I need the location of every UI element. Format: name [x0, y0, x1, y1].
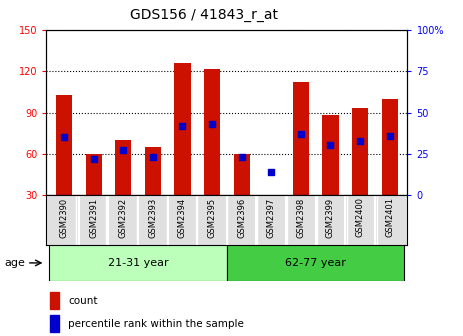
Text: GSM2392: GSM2392 — [119, 198, 128, 238]
Bar — [145, 147, 161, 195]
Point — [208, 121, 216, 127]
Bar — [227, 245, 405, 281]
Text: GSM2399: GSM2399 — [326, 198, 335, 238]
Text: GSM2401: GSM2401 — [385, 198, 394, 238]
Bar — [50, 315, 59, 332]
Point — [179, 123, 186, 128]
Point — [238, 154, 245, 160]
Point — [386, 133, 394, 138]
Text: age: age — [5, 258, 25, 268]
Point — [60, 135, 68, 140]
Point — [119, 148, 127, 153]
Point — [297, 131, 305, 137]
Text: GSM2396: GSM2396 — [237, 198, 246, 238]
Text: percentile rank within the sample: percentile rank within the sample — [68, 319, 244, 329]
Text: GSM2390: GSM2390 — [60, 198, 69, 238]
Bar — [50, 292, 59, 309]
Bar — [86, 154, 102, 195]
Text: 21-31 year: 21-31 year — [108, 258, 169, 268]
Text: 62-77 year: 62-77 year — [285, 258, 346, 268]
Text: GSM2395: GSM2395 — [207, 198, 217, 238]
Bar — [204, 69, 220, 195]
Bar — [352, 109, 368, 195]
Point — [357, 138, 364, 143]
Text: GSM2393: GSM2393 — [148, 198, 157, 238]
Bar — [293, 82, 309, 195]
Text: GDS156 / 41843_r_at: GDS156 / 41843_r_at — [130, 8, 278, 23]
Text: GSM2400: GSM2400 — [356, 198, 364, 238]
Text: GSM2394: GSM2394 — [178, 198, 187, 238]
Bar — [56, 95, 72, 195]
Bar — [233, 154, 250, 195]
Point — [149, 154, 156, 160]
Point — [327, 143, 334, 148]
Point — [90, 156, 97, 161]
Bar — [115, 140, 131, 195]
Text: count: count — [68, 296, 98, 305]
Bar — [382, 99, 398, 195]
Bar — [322, 115, 338, 195]
Point — [268, 169, 275, 174]
Text: GSM2398: GSM2398 — [296, 198, 306, 238]
Bar — [49, 245, 227, 281]
Text: GSM2391: GSM2391 — [89, 198, 98, 238]
Bar — [175, 63, 191, 195]
Text: GSM2397: GSM2397 — [267, 198, 276, 238]
